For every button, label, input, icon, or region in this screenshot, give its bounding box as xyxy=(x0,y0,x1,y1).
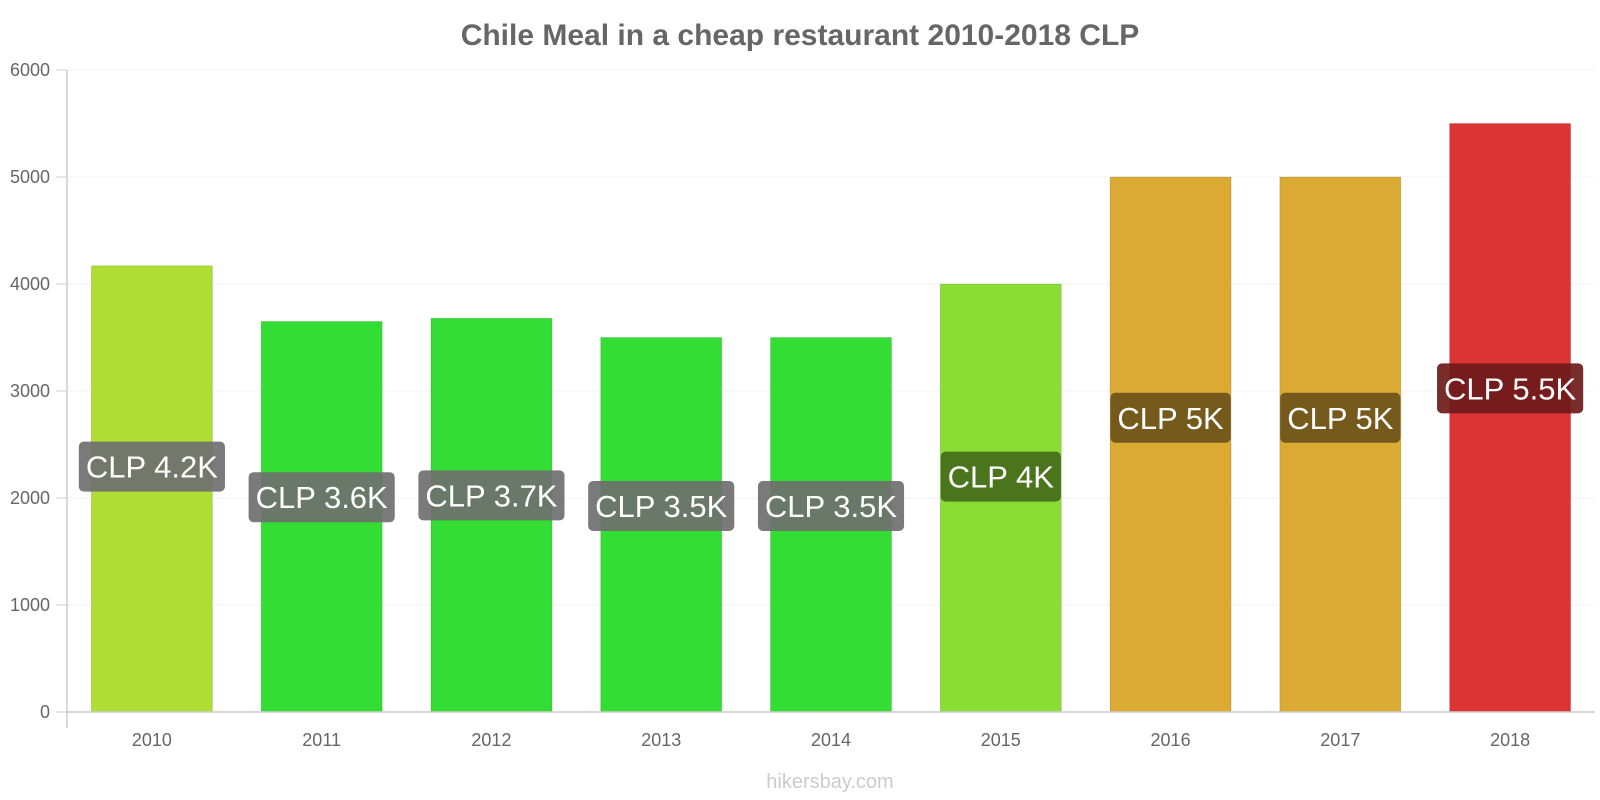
data-label-text: CLP 3.6K xyxy=(256,480,388,515)
data-label-bg xyxy=(940,451,1061,502)
y-tick-label: 6000 xyxy=(10,60,50,80)
x-tick-label: 2018 xyxy=(1490,730,1530,750)
data-label-2015: CLP 4K xyxy=(940,451,1061,502)
x-tick-label: 2017 xyxy=(1320,730,1360,750)
data-label-text: CLP 5K xyxy=(1287,401,1394,436)
axes xyxy=(56,69,1595,728)
data-label-text: CLP 5K xyxy=(1117,401,1224,436)
data-label-text: CLP 3.5K xyxy=(595,489,727,524)
data-label-2013: CLP 3.5K xyxy=(588,481,735,532)
data-label-2014: CLP 3.5K xyxy=(757,481,905,532)
data-label-bg xyxy=(1437,363,1584,414)
y-tick-label: 4000 xyxy=(10,274,50,294)
bar-2017 xyxy=(1279,176,1402,713)
y-tick-label: 3000 xyxy=(10,381,50,401)
data-label-bg xyxy=(248,472,395,523)
data-label-text: CLP 5.5K xyxy=(1444,371,1576,406)
data-label-bg xyxy=(1280,392,1401,443)
y-tick-label: 5000 xyxy=(10,167,50,187)
data-label-2016: CLP 5K xyxy=(1110,392,1231,443)
y-tick-label: 0 xyxy=(40,702,50,722)
data-label-bg xyxy=(757,481,905,532)
data-labels: CLP 4.2K CLP 3.6K CLP 3.7K CLP 3.5K CLP 3.5K… xyxy=(78,363,1584,532)
data-label-2010: CLP 4.2K xyxy=(78,441,225,492)
y-tick-label: 1000 xyxy=(10,595,50,615)
bar-2018 xyxy=(1449,123,1572,713)
x-axis-ticks: 2010 2011 2012 2013 2014 2015 2016 2017 2018 xyxy=(132,730,1530,750)
x-tick-label: 2015 xyxy=(981,730,1021,750)
bar-2016 xyxy=(1109,176,1232,713)
chart-title: Chile Meal in a cheap restaurant 2010-20… xyxy=(461,19,1140,52)
data-label-bg xyxy=(418,470,565,521)
x-tick-label: 2011 xyxy=(302,730,341,750)
x-tick-label: 2016 xyxy=(1151,730,1191,750)
x-tick-label: 2010 xyxy=(132,730,172,750)
data-label-bg xyxy=(1110,392,1231,443)
x-tick-label: 2012 xyxy=(471,730,511,750)
data-label-bg xyxy=(588,481,735,532)
data-label-text: CLP 4.2K xyxy=(86,450,218,485)
data-label-2017: CLP 5K xyxy=(1280,392,1401,443)
x-tick-label: 2013 xyxy=(641,730,681,750)
x-tick-label: 2014 xyxy=(811,730,851,750)
data-label-2011: CLP 3.6K xyxy=(248,472,395,523)
data-label-2012: CLP 3.7K xyxy=(418,470,565,521)
data-label-bg xyxy=(78,441,225,492)
y-tick-label: 2000 xyxy=(10,488,50,508)
bars xyxy=(90,123,1572,713)
data-label-text: CLP 3.7K xyxy=(425,478,557,513)
y-axis-ticks: 0 1000 2000 3000 4000 5000 6000 xyxy=(10,60,50,722)
credit-text: hikersbay.com xyxy=(766,771,893,793)
data-label-text: CLP 3.5K xyxy=(765,489,897,524)
data-label-2018: CLP 5.5K xyxy=(1437,363,1584,414)
data-label-text: CLP 4K xyxy=(948,460,1055,495)
